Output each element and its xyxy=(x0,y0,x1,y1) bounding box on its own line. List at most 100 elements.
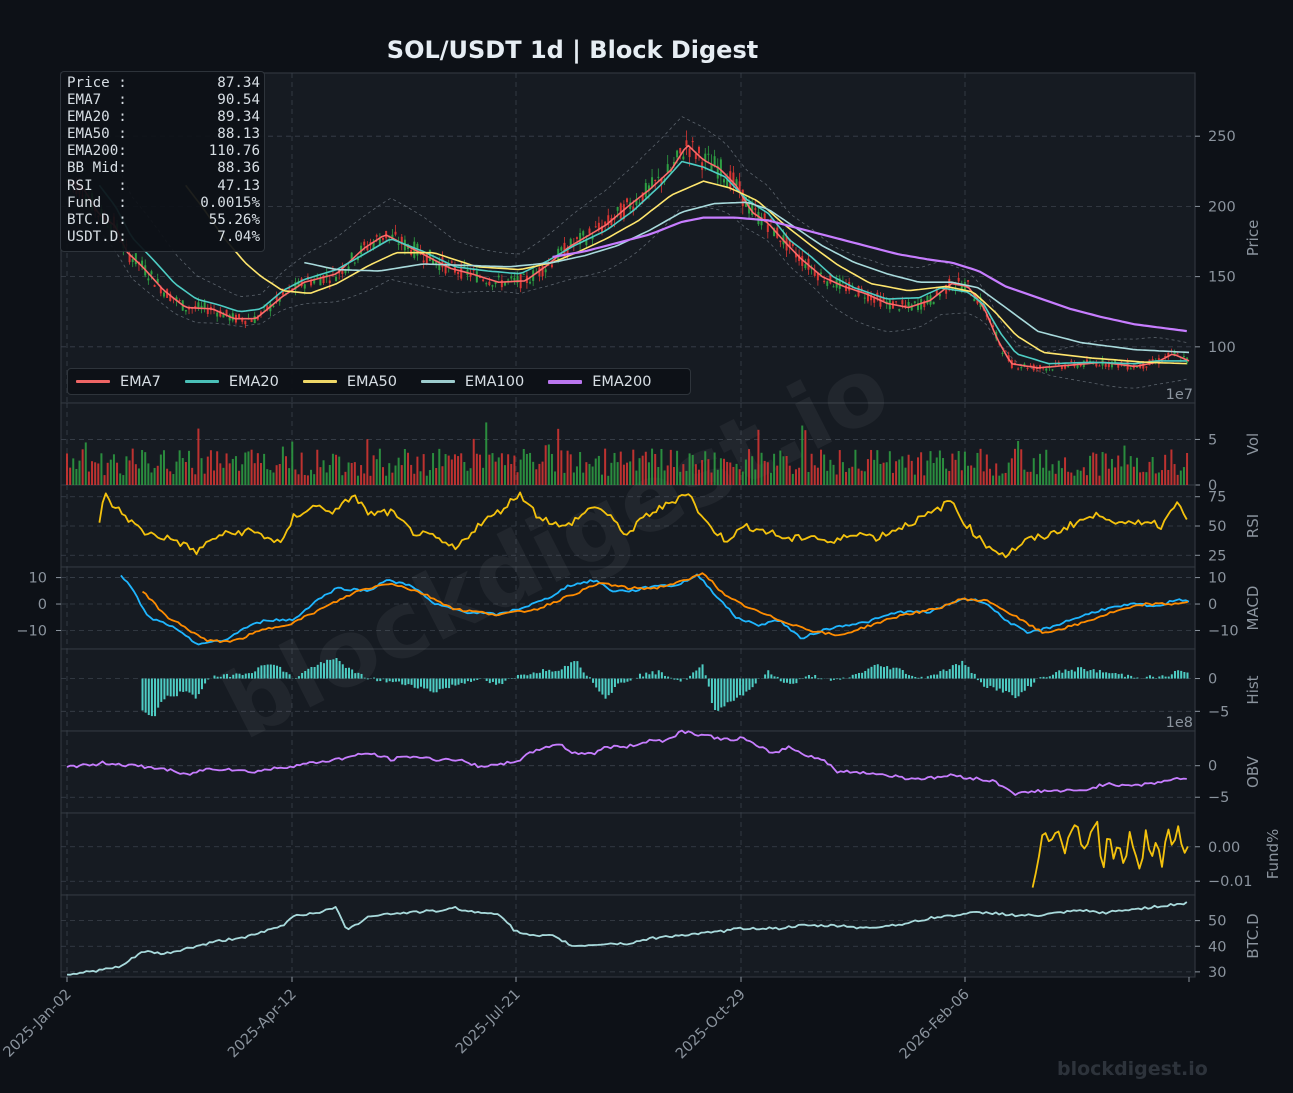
candle-body xyxy=(504,282,507,286)
volume-bar xyxy=(507,454,510,485)
volume-bar xyxy=(1157,472,1160,485)
hist-bar xyxy=(154,678,157,717)
volume-bar xyxy=(341,475,344,485)
volume-bar xyxy=(857,468,860,485)
volume-bar xyxy=(701,460,704,485)
volume-bar xyxy=(957,450,960,485)
candle-body xyxy=(904,304,907,307)
hist-bar xyxy=(457,678,460,685)
volume-bar xyxy=(119,473,122,485)
ytick-label: −10 xyxy=(1208,623,1239,639)
info-label: RSI : xyxy=(67,177,127,194)
info-row: EMA200: 110.76 xyxy=(67,143,260,160)
candle-body xyxy=(1114,360,1117,363)
volume-bar xyxy=(751,456,754,485)
hist-bar xyxy=(307,668,310,679)
volume-bar xyxy=(741,471,744,485)
candle-body xyxy=(529,281,532,284)
candle-body xyxy=(763,213,766,222)
candle-body xyxy=(604,221,607,225)
volume-bar xyxy=(679,471,682,485)
volume-bar xyxy=(529,452,532,485)
volume-bar xyxy=(1020,449,1023,485)
volume-bar xyxy=(1151,457,1154,485)
volume-bar xyxy=(544,445,547,485)
candle-body xyxy=(591,236,594,240)
volume-bar xyxy=(647,462,650,485)
hist-bar xyxy=(545,671,548,679)
candle-body xyxy=(632,206,635,212)
chart-title: SOL/USDT 1d | Block Digest xyxy=(386,36,759,64)
volume-bar xyxy=(694,464,697,485)
hist-bar xyxy=(1023,678,1026,691)
candle-body xyxy=(397,243,400,245)
ytick-label: 5 xyxy=(1208,432,1217,448)
hist-bar xyxy=(297,676,300,679)
volume-bar xyxy=(422,454,425,485)
hist-bar xyxy=(348,667,351,679)
series-ema7 xyxy=(66,144,1190,369)
hist-bar xyxy=(976,678,979,681)
hist-bar xyxy=(692,672,695,679)
candle-body xyxy=(510,276,513,279)
candle-body xyxy=(641,192,644,203)
info-value: 87.34 xyxy=(217,75,260,91)
hist-bar xyxy=(398,678,401,682)
candle-body xyxy=(347,266,350,270)
hist-bar xyxy=(526,675,529,679)
hist-bar xyxy=(651,671,654,679)
volume-bar xyxy=(78,460,81,485)
candle-body xyxy=(657,176,660,178)
candle-body xyxy=(1173,352,1176,355)
volume-bar xyxy=(288,468,291,485)
volume-bar xyxy=(629,461,632,485)
hist-bar xyxy=(272,664,275,679)
hist-bar xyxy=(548,669,551,679)
ylabel-obv: OBV xyxy=(1244,755,1262,788)
candle-body xyxy=(1135,366,1138,368)
volume-bar xyxy=(1145,472,1148,485)
candle-body xyxy=(241,318,244,322)
volume-bar xyxy=(178,450,181,485)
info-box: Price :87.34 EMA7 :90.54 EMA20 :89.34 EMA50… xyxy=(60,71,265,252)
volume-bar xyxy=(1010,458,1013,485)
hist-bar xyxy=(1083,668,1086,679)
hist-bar xyxy=(864,670,867,679)
volume-bar xyxy=(269,470,272,485)
candle-body xyxy=(231,313,234,321)
hist-bar xyxy=(520,674,523,679)
candle-body xyxy=(228,314,231,321)
candle-body xyxy=(1123,365,1126,367)
volume-bar xyxy=(945,468,948,485)
volume-bar xyxy=(916,457,919,485)
candle-body xyxy=(910,304,913,311)
hist-bar xyxy=(1067,670,1070,679)
legend-item: EMA100 xyxy=(420,374,524,390)
candle-body xyxy=(672,161,675,167)
volume-bar xyxy=(66,453,68,485)
hist-bar xyxy=(979,678,982,683)
hist-bar xyxy=(1167,676,1170,679)
volume-bar xyxy=(1120,466,1123,485)
volume-bar xyxy=(194,474,197,485)
candle-body xyxy=(1064,364,1067,369)
ytick-label: 250 xyxy=(1208,129,1236,145)
candle-body xyxy=(300,278,303,287)
volume-bar xyxy=(572,472,575,485)
volume-bar xyxy=(103,475,106,485)
volume-bar xyxy=(491,453,494,485)
candle-body xyxy=(1167,352,1170,358)
hist-bar xyxy=(854,674,857,679)
hist-bar xyxy=(541,669,544,679)
volume-bar xyxy=(213,470,216,485)
ytick-label: 0 xyxy=(1208,672,1217,688)
info-value: 88.13 xyxy=(217,126,260,143)
volume-bar xyxy=(275,465,278,485)
volume-bar xyxy=(1079,470,1082,485)
hist-bar xyxy=(282,671,285,679)
volume-bar xyxy=(172,474,175,485)
candle-body xyxy=(788,238,791,248)
volume-bar xyxy=(804,430,807,485)
volume-bar xyxy=(122,475,125,485)
left-ytick-label: 10 xyxy=(29,571,47,587)
